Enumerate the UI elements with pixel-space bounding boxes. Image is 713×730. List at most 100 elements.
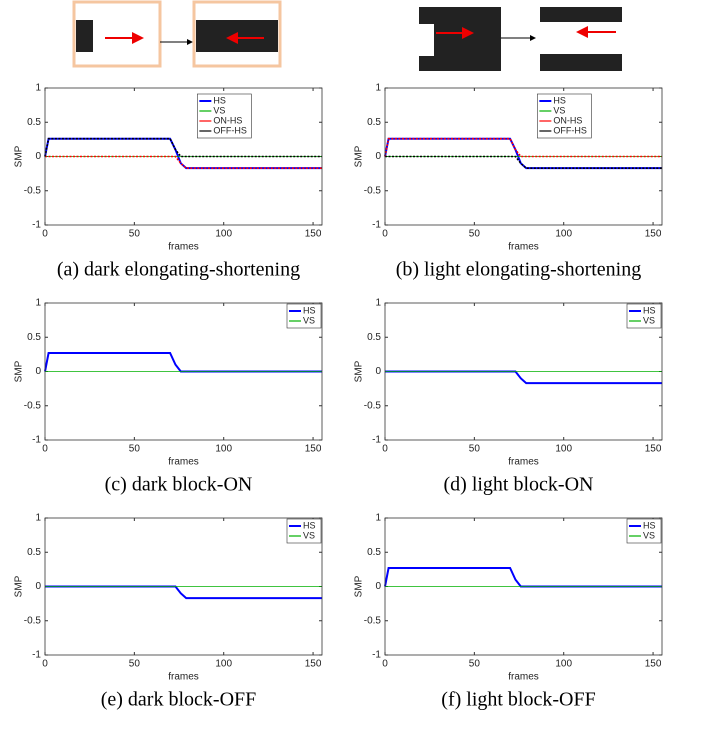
- x-tick-label: 50: [469, 659, 481, 670]
- legend-label: VS: [553, 105, 565, 115]
- x-tick-label: 0: [42, 659, 48, 670]
- caption: (d) light block-ON: [444, 474, 594, 496]
- axes-box: [44, 517, 323, 656]
- stimulus-right: [419, 7, 622, 71]
- legend-label: VS: [643, 530, 655, 540]
- chart: 0 50 100 150 -1 -0.5 0 0.5 1 frames SMP (c) dark bl…: [14, 298, 323, 496]
- y-tick-label: 0: [375, 581, 381, 592]
- x-tick-label: 0: [382, 659, 388, 670]
- legend-label: HS: [303, 520, 316, 530]
- legend-label: ON-HS: [553, 115, 582, 125]
- y-tick-label: -0.5: [24, 400, 42, 411]
- y-tick-label: 0.5: [27, 332, 41, 343]
- y-axis-label: SMP: [14, 145, 25, 167]
- y-tick-label: 1: [35, 83, 41, 94]
- x-tick-label: 100: [215, 444, 232, 455]
- caption: (f) light block-OFF: [441, 689, 595, 711]
- y-axis-label: SMP: [354, 145, 365, 167]
- y-tick-label: 0.5: [367, 117, 381, 128]
- stimulus-left: [72, 0, 282, 68]
- y-tick-label: -0.5: [24, 185, 42, 196]
- y-axis-label: SMP: [354, 360, 365, 382]
- legend-label: VS: [303, 315, 315, 325]
- x-tick-label: 50: [129, 229, 141, 240]
- legend-box: [286, 518, 322, 544]
- y-tick-label: -0.5: [364, 185, 382, 196]
- legend-label: ON-HS: [213, 115, 242, 125]
- x-tick-label: 0: [382, 229, 388, 240]
- y-axis-label: SMP: [14, 360, 25, 382]
- x-tick-label: 0: [382, 444, 388, 455]
- x-tick-label: 50: [129, 659, 141, 670]
- y-axis-label: SMP: [354, 575, 365, 597]
- y-tick-label: 1: [375, 298, 381, 309]
- x-tick-label: 100: [555, 444, 572, 455]
- chart: 0 50 100 150 -1 -0.5 0 0.5 1 frames SMP (f) light b…: [354, 513, 663, 711]
- chart: 0 50 100 150 -1 -0.5 0 0.5 1 frames SMP (a) dark el…: [14, 83, 323, 281]
- legend-label: HS: [303, 305, 316, 315]
- caption: (c) dark block-ON: [105, 474, 253, 496]
- axes-box: [384, 87, 663, 226]
- y-tick-label: 1: [35, 513, 41, 524]
- legend-label: HS: [643, 520, 656, 530]
- caption: (a) dark elongating-shortening: [57, 259, 300, 281]
- legend-label: VS: [303, 530, 315, 540]
- y-tick-label: 0.5: [27, 547, 41, 558]
- chart: 0 50 100 150 -1 -0.5 0 0.5 1 frames SMP (b) light e…: [354, 83, 663, 281]
- x-tick-label: 150: [305, 444, 322, 455]
- legend-label: VS: [643, 315, 655, 325]
- y-tick-label: 0: [375, 366, 381, 377]
- y-tick-label: 0: [375, 151, 381, 162]
- x-tick-label: 150: [645, 229, 662, 240]
- x-axis-label: frames: [168, 242, 199, 253]
- y-tick-label: -0.5: [24, 615, 42, 626]
- x-axis-label: frames: [168, 672, 199, 683]
- x-tick-label: 0: [42, 229, 48, 240]
- x-tick-label: 0: [42, 444, 48, 455]
- x-tick-label: 150: [305, 659, 322, 670]
- x-tick-label: 50: [469, 229, 481, 240]
- x-axis-label: frames: [508, 457, 539, 468]
- x-axis-label: frames: [508, 242, 539, 253]
- x-tick-label: 100: [215, 229, 232, 240]
- y-tick-label: -0.5: [364, 615, 382, 626]
- y-tick-label: -1: [32, 650, 41, 661]
- x-tick-label: 150: [645, 659, 662, 670]
- x-tick-label: 150: [305, 229, 322, 240]
- x-axis-label: frames: [168, 457, 199, 468]
- legend-label: HS: [643, 305, 656, 315]
- legend-label: HS: [553, 95, 566, 105]
- x-tick-label: 50: [469, 444, 481, 455]
- y-axis-label: SMP: [14, 575, 25, 597]
- x-tick-label: 150: [645, 444, 662, 455]
- legend-label: OFF-HS: [553, 125, 587, 135]
- y-tick-label: -1: [372, 220, 381, 231]
- x-axis-label: frames: [508, 672, 539, 683]
- axes-box: [384, 517, 663, 656]
- axes-box: [44, 87, 323, 226]
- legend-label: HS: [213, 95, 226, 105]
- chart: 0 50 100 150 -1 -0.5 0 0.5 1 frames SMP (d) light b…: [354, 298, 663, 496]
- y-tick-label: 1: [35, 298, 41, 309]
- y-tick-label: 0.5: [367, 332, 381, 343]
- y-tick-label: 0.5: [27, 117, 41, 128]
- x-tick-label: 50: [129, 444, 141, 455]
- series-line: [385, 155, 662, 169]
- x-tick-label: 100: [555, 659, 572, 670]
- x-tick-label: 100: [555, 229, 572, 240]
- y-tick-label: -0.5: [364, 400, 382, 411]
- axes-box: [384, 302, 663, 441]
- caption: (b) light elongating-shortening: [396, 259, 642, 281]
- chart: 0 50 100 150 -1 -0.5 0 0.5 1 frames SMP (e) dark bl…: [14, 513, 323, 711]
- y-tick-label: -1: [372, 650, 381, 661]
- series-line: [384, 137, 662, 158]
- caption: (e) dark block-OFF: [101, 689, 257, 711]
- legend-box: [286, 303, 322, 329]
- y-tick-label: 0.5: [367, 547, 381, 558]
- legend-label: VS: [213, 105, 225, 115]
- legend-box: [626, 518, 662, 544]
- y-tick-label: -1: [372, 435, 381, 446]
- legend-label: OFF-HS: [213, 125, 247, 135]
